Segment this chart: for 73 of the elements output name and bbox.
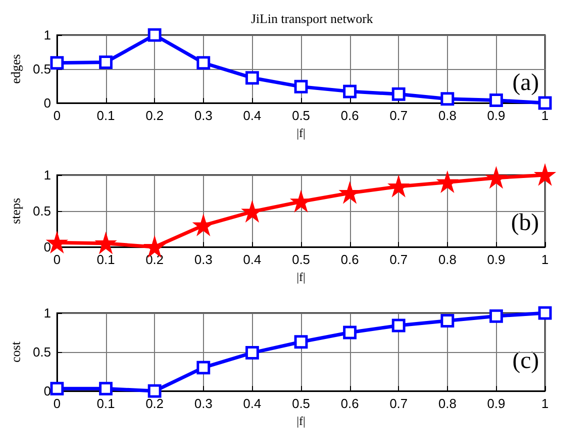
x-tick-label: 1: [541, 396, 549, 411]
annotation: (b): [511, 210, 539, 236]
y-axis-title: cost: [8, 341, 24, 362]
point: [392, 87, 406, 101]
x-axis-title: |f|: [296, 270, 306, 284]
x-axis-title: |f|: [296, 126, 306, 140]
point: [50, 56, 64, 70]
y-tick-label: 0.5: [32, 344, 51, 360]
y-tick-label: 0.5: [32, 204, 51, 218]
point: [489, 309, 503, 323]
y-axis-title: steps: [8, 198, 24, 224]
x-tick-label: 0.9: [487, 108, 506, 123]
point: [196, 56, 210, 70]
x-tick-label: 0.8: [438, 396, 456, 411]
x-tick-label: 0.8: [438, 252, 456, 267]
x-tick-label: 0: [53, 396, 61, 411]
y-axis-title: edges: [8, 54, 24, 84]
point: [343, 84, 357, 98]
x-tick-label: 0.6: [340, 108, 359, 123]
y-tick-label: 1: [44, 168, 51, 182]
x-tick-label: 0.2: [146, 108, 164, 123]
point: [245, 346, 259, 360]
x-tick-label: 1: [541, 108, 549, 123]
x-tick-label: 0.8: [438, 108, 456, 123]
point: [440, 92, 454, 106]
x-axis-title: |f|: [296, 414, 306, 428]
x-tick-label: 0.1: [96, 252, 115, 267]
x-tick-label: 0.4: [243, 396, 262, 411]
y-tick-label: 1: [44, 28, 51, 42]
point: [538, 306, 552, 320]
x-tick-label: 0.5: [292, 252, 310, 267]
x-tick-label: 0.2: [146, 396, 164, 411]
x-tick-label: 0.6: [340, 396, 359, 411]
x-tick-label: 0.7: [390, 252, 408, 267]
annotation: (c): [512, 348, 540, 374]
x-tick-label: 1: [541, 252, 549, 267]
point: [343, 326, 357, 340]
y-tick-label: 0: [44, 96, 51, 110]
point: [196, 360, 210, 374]
x-tick-label: 0.6: [340, 252, 359, 267]
x-tick-label: 0.4: [243, 108, 262, 123]
x-tick-label: 0.9: [487, 252, 506, 267]
annotation: (a): [512, 70, 540, 96]
point: [440, 314, 454, 328]
y-tick-label: 1: [44, 306, 51, 320]
x-tick-label: 0.3: [194, 108, 212, 123]
point: [489, 94, 503, 108]
x-tick-label: 0.5: [292, 108, 310, 123]
point: [294, 335, 308, 349]
point: [392, 318, 406, 332]
x-tick-label: 0.3: [194, 252, 212, 267]
point: [538, 96, 552, 110]
x-tick-label: 0.9: [487, 396, 506, 411]
x-tick-label: 0.4: [243, 252, 262, 267]
point: [99, 55, 113, 69]
x-tick-label: 0.5: [292, 396, 310, 411]
y-tick-label: 0: [44, 384, 51, 398]
x-tick-label: 0.7: [390, 396, 408, 411]
point: [148, 28, 162, 42]
point: [50, 382, 64, 396]
x-tick-label: 0.3: [194, 396, 212, 411]
x-tick-label: 0: [53, 108, 61, 123]
x-tick-label: 0: [53, 252, 61, 267]
point: [99, 382, 113, 396]
y-tick-label: 0.5: [32, 62, 51, 76]
x-tick-label: 0.7: [390, 108, 408, 123]
x-tick-label: 0.1: [96, 396, 115, 411]
y-tick-label: 0: [44, 240, 51, 254]
point: [148, 384, 162, 398]
x-tick-label: 0.1: [96, 108, 115, 123]
point: [294, 80, 308, 94]
point: [245, 71, 259, 85]
chart-title: JiLin transport network: [250, 11, 374, 26]
